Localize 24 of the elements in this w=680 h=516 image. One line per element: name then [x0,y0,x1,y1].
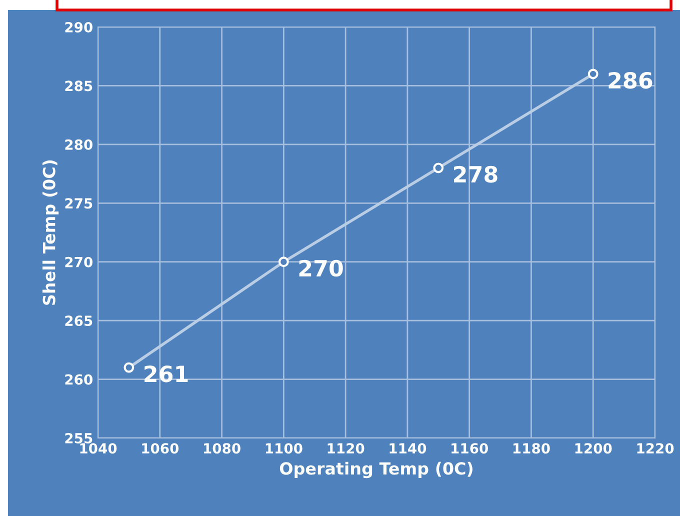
y-tick-label: 270 [65,256,92,268]
y-tick-label: 275 [65,198,92,209]
y-tick-label: 290 [65,22,92,32]
y-tick-label: 255 [65,432,92,444]
data-label: 270 [299,260,343,277]
x-tick-label: 1140 [390,443,426,454]
x-tick-label: 1100 [266,443,302,454]
y-axis-title: Shell Temp (0C) [42,160,59,305]
x-tick-label: 1160 [452,443,488,454]
y-tick-label: 260 [65,374,92,385]
y-tick-label: 280 [65,139,92,150]
data-label: 278 [454,166,498,183]
x-tick-label: 1120 [328,443,364,454]
x-tick-label: 1040 [80,443,117,454]
y-tick-label: 285 [65,80,92,92]
x-tick-label: 1200 [575,443,612,454]
x-axis-title: Operating Temp (0C) [280,462,472,478]
data-label: 261 [144,366,188,382]
data-label: 286 [608,72,652,89]
x-tick-label: 1180 [513,443,550,454]
x-tick-label: 1080 [204,443,240,454]
x-tick-label: 1220 [637,443,674,454]
x-tick-label: 1060 [142,443,179,454]
y-tick-label: 265 [65,316,92,326]
